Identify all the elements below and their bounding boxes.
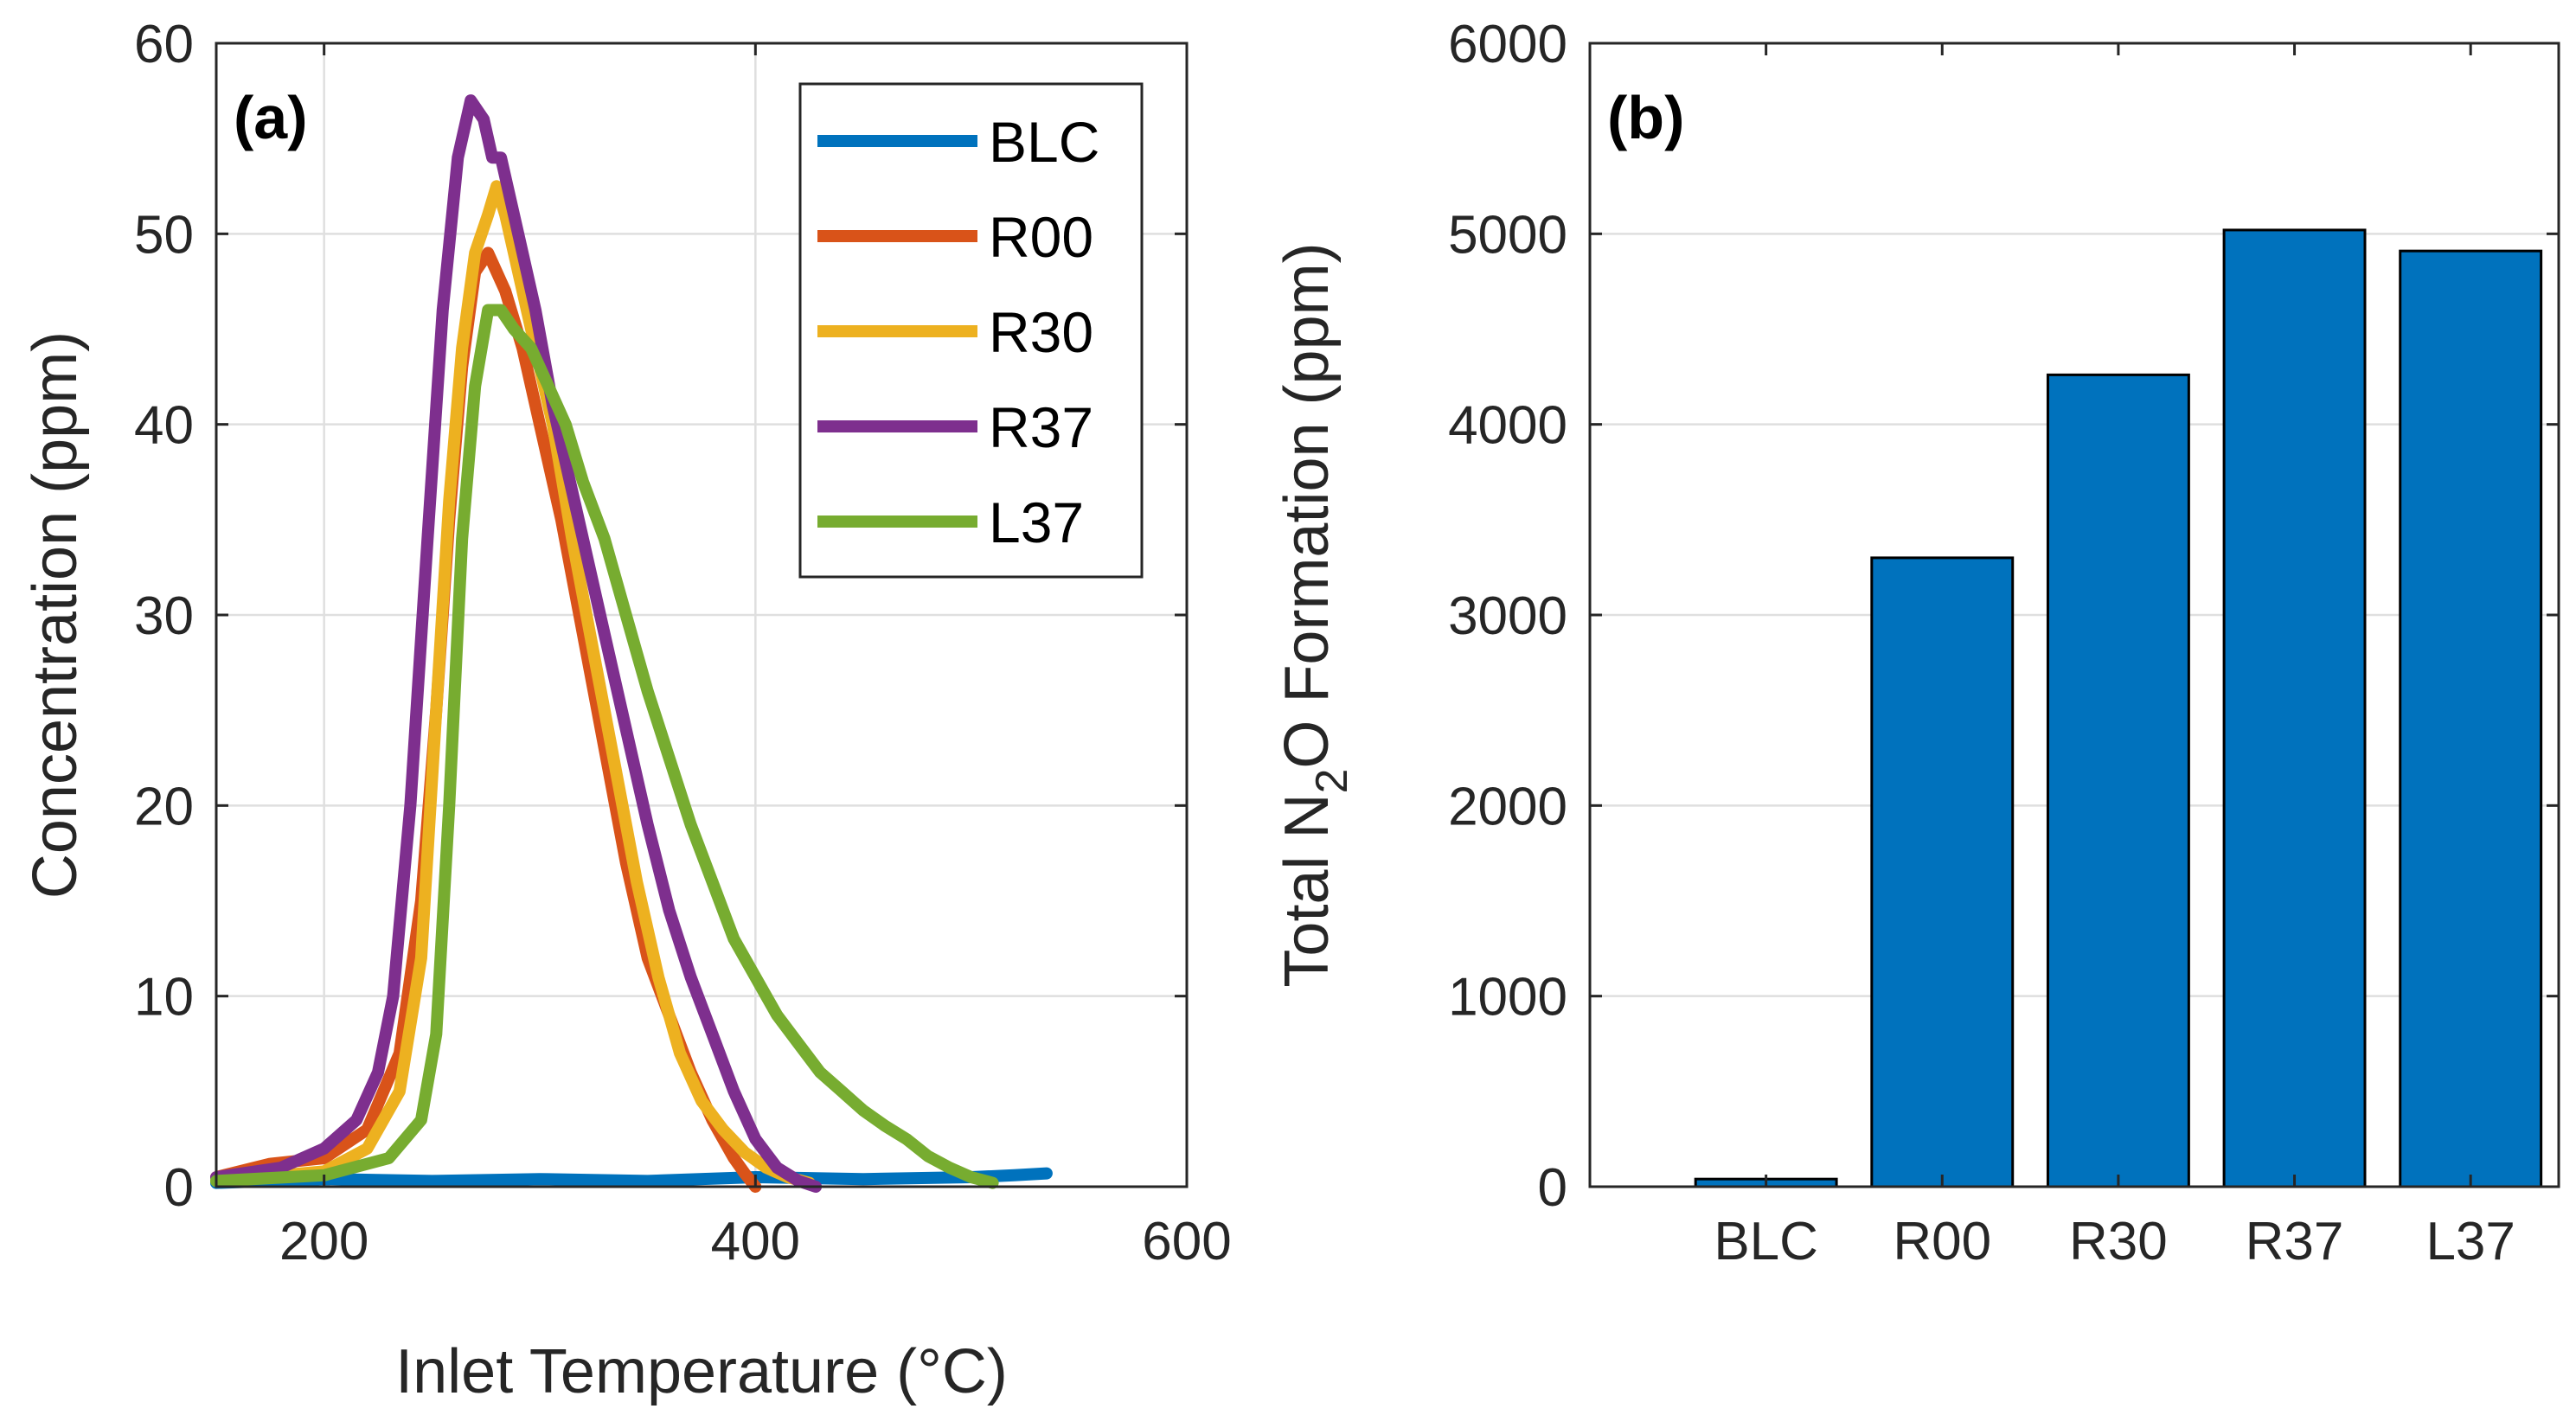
y-axis-title-part: Total N <box>1272 793 1342 987</box>
y-tick-label: 10 <box>134 968 194 1028</box>
y-tick-label: 5000 <box>1448 205 1567 265</box>
series-line-r37 <box>210 94 823 1193</box>
bar-chart-panel: 0 1000 2000 3000 4000 5000 6000 BLC R00 R30 R37 L37… <box>1272 15 2560 1271</box>
legend-label-r37: R37 <box>989 395 1093 459</box>
bars <box>1694 228 2543 1188</box>
y-tick-label: 2000 <box>1448 777 1567 836</box>
y-tick-label: 4000 <box>1448 396 1567 456</box>
x-tick-label: 600 <box>1142 1212 1231 1271</box>
bar-r00 <box>1870 556 2015 1188</box>
panel-label: (b) <box>1607 84 1684 151</box>
bar-r30 <box>2046 373 2190 1188</box>
x-tick-label: L37 <box>2425 1212 2515 1271</box>
x-tick-label: BLC <box>1714 1212 1818 1271</box>
y-tick-label: 20 <box>134 777 194 836</box>
bar-r37 <box>2222 228 2367 1188</box>
tick-labels: 200 400 600 0 10 20 30 40 50 60 <box>134 15 1232 1271</box>
x-tick-label: R30 <box>2069 1212 2168 1271</box>
x-tick-label: 400 <box>711 1212 800 1271</box>
axis-ticks <box>216 42 1189 1188</box>
y-axis-title: Concentration (ppm) <box>21 331 90 899</box>
legend-label-r30: R30 <box>989 300 1093 364</box>
y-tick-label: 50 <box>134 205 194 265</box>
axis-ticks <box>1590 42 2559 1188</box>
y-axis-title-subscript: 2 <box>1307 769 1357 794</box>
y-tick-label: 6000 <box>1448 15 1567 74</box>
y-tick-label: 3000 <box>1448 586 1567 646</box>
legend: BLC R00 R30 R37 L37 <box>798 82 1144 579</box>
x-tick-label: 200 <box>279 1212 368 1271</box>
line-chart-panel: 200 400 600 0 10 20 30 40 50 60 (a) Inlet Tempera… <box>21 15 1232 1406</box>
series-line-blc <box>210 1167 1053 1189</box>
x-axis-title: Inlet Temperature (°C) <box>395 1337 1008 1406</box>
legend-label-l37: L37 <box>989 490 1084 554</box>
legend-label-blc: BLC <box>989 110 1099 174</box>
y-tick-label: 30 <box>134 586 194 646</box>
legend-label-r00: R00 <box>989 205 1093 269</box>
panel-label: (a) <box>234 84 308 151</box>
tick-labels: 0 1000 2000 3000 4000 5000 6000 BLC R00 R30 R37 L37 <box>1448 15 2515 1271</box>
y-axis-title: Total N2O Formation (ppm) <box>1272 242 1357 987</box>
y-tick-label: 60 <box>134 15 194 74</box>
x-tick-label: R37 <box>2246 1212 2344 1271</box>
x-tick-label: R00 <box>1893 1212 1991 1271</box>
y-tick-label: 40 <box>134 396 194 456</box>
series-lines <box>210 94 1053 1193</box>
y-tick-label: 0 <box>164 1158 194 1218</box>
bar-l37 <box>2399 249 2543 1188</box>
series-line-l37 <box>210 304 999 1189</box>
y-axis-title-part: O Formation (ppm) <box>1272 242 1342 768</box>
y-tick-label: 0 <box>1538 1158 1567 1218</box>
y-tick-label: 1000 <box>1448 968 1567 1028</box>
